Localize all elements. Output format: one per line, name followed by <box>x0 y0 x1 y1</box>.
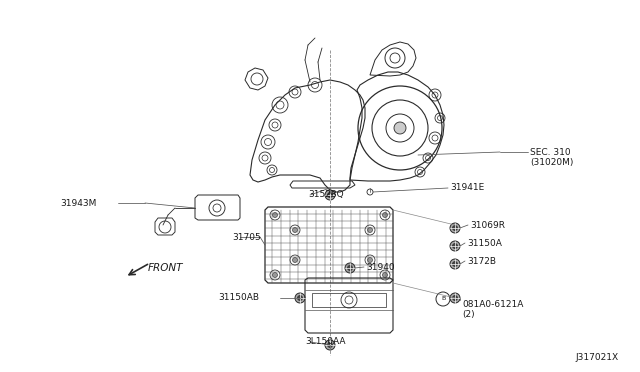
Circle shape <box>328 192 333 198</box>
Text: 31528Q: 31528Q <box>308 190 344 199</box>
Circle shape <box>452 295 458 301</box>
Circle shape <box>367 228 372 232</box>
Circle shape <box>394 122 406 134</box>
Circle shape <box>273 212 278 218</box>
Circle shape <box>452 244 458 248</box>
Circle shape <box>450 241 460 251</box>
Text: 31943M: 31943M <box>60 199 97 208</box>
Circle shape <box>452 225 458 231</box>
Text: 31705: 31705 <box>232 232 260 241</box>
Text: 31069R: 31069R <box>470 221 505 230</box>
Text: 3L150AA: 3L150AA <box>305 337 346 346</box>
Text: 31940: 31940 <box>366 263 395 272</box>
Circle shape <box>450 223 460 233</box>
Circle shape <box>450 259 460 269</box>
Text: SEC. 310
(31020M): SEC. 310 (31020M) <box>530 148 573 167</box>
Circle shape <box>292 228 298 232</box>
Circle shape <box>325 340 335 350</box>
Circle shape <box>367 257 372 263</box>
Circle shape <box>345 263 355 273</box>
Circle shape <box>325 190 335 200</box>
Text: 081A0-6121A
(2): 081A0-6121A (2) <box>462 300 524 320</box>
Circle shape <box>383 273 387 278</box>
Text: 31150A: 31150A <box>467 238 502 247</box>
Circle shape <box>452 262 458 266</box>
Circle shape <box>292 257 298 263</box>
Text: J317021X: J317021X <box>575 353 618 362</box>
Circle shape <box>348 266 353 270</box>
Circle shape <box>383 212 387 218</box>
Text: 31150AB: 31150AB <box>218 294 259 302</box>
Circle shape <box>450 293 460 303</box>
Text: B: B <box>441 296 445 301</box>
Text: 3172B: 3172B <box>467 257 496 266</box>
Circle shape <box>295 293 305 303</box>
Circle shape <box>298 295 303 301</box>
Circle shape <box>273 273 278 278</box>
Text: FRONT: FRONT <box>148 263 184 273</box>
Text: 31941E: 31941E <box>450 183 484 192</box>
Circle shape <box>328 343 333 347</box>
